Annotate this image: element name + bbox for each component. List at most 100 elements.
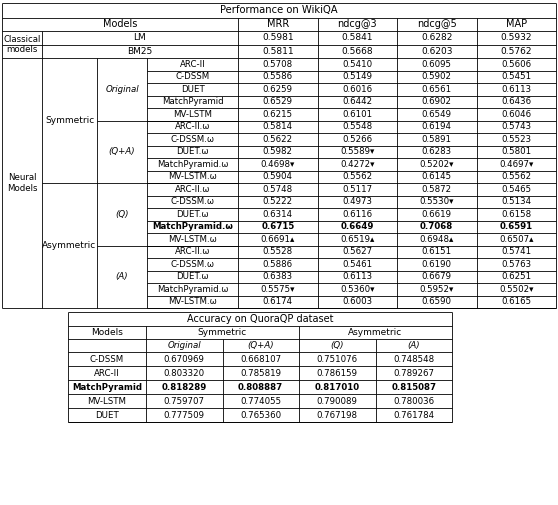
Text: Neural
Models: Neural Models (7, 173, 37, 193)
Text: 0.6691▴: 0.6691▴ (261, 235, 295, 244)
Text: LM: LM (133, 33, 146, 42)
Text: 0.7068: 0.7068 (420, 222, 453, 231)
Text: 0.6902: 0.6902 (422, 97, 452, 106)
Text: 0.6003: 0.6003 (342, 297, 372, 306)
Text: 0.6561: 0.6561 (422, 85, 452, 94)
Text: 0.5117: 0.5117 (342, 185, 372, 194)
Text: ARC-II: ARC-II (180, 60, 205, 69)
Text: 0.780036: 0.780036 (393, 396, 434, 406)
Text: 0.6203: 0.6203 (421, 47, 453, 56)
Text: 0.6436: 0.6436 (501, 97, 531, 106)
Text: 0.5562: 0.5562 (501, 172, 531, 181)
Text: 0.6679: 0.6679 (422, 272, 452, 281)
Text: 0.790089: 0.790089 (317, 396, 358, 406)
Text: MV-LSTM.ω: MV-LSTM.ω (168, 172, 217, 181)
Text: 0.761784: 0.761784 (393, 411, 434, 420)
Text: ARC-II.ω: ARC-II.ω (175, 122, 210, 131)
Text: 0.6507▴: 0.6507▴ (499, 235, 533, 244)
Text: (A): (A) (116, 272, 128, 281)
Text: 0.5811: 0.5811 (262, 47, 294, 56)
Text: 0.5801: 0.5801 (501, 147, 531, 156)
Text: 0.5548: 0.5548 (342, 122, 372, 131)
Text: 0.6591: 0.6591 (499, 222, 533, 231)
Text: 0.4973: 0.4973 (342, 197, 372, 206)
Text: 0.6283: 0.6283 (422, 147, 452, 156)
Text: 0.5932: 0.5932 (501, 33, 532, 42)
Text: MRR: MRR (267, 19, 289, 29)
Text: 0.6116: 0.6116 (342, 210, 372, 219)
Text: DUET.ω: DUET.ω (176, 147, 209, 156)
Text: 0.6715: 0.6715 (261, 222, 295, 231)
Text: 0.808887: 0.808887 (238, 382, 283, 391)
Text: 0.774055: 0.774055 (240, 396, 281, 406)
Text: ndcg@5: ndcg@5 (417, 19, 456, 29)
Text: 0.5748: 0.5748 (263, 185, 293, 194)
Text: Symmetric: Symmetric (198, 328, 247, 337)
Text: ARC-II.ω: ARC-II.ω (175, 185, 210, 194)
Text: 0.5202▾: 0.5202▾ (420, 160, 454, 169)
Text: 0.5530▾: 0.5530▾ (420, 197, 454, 206)
Text: 0.785819: 0.785819 (240, 369, 281, 378)
Text: 0.767198: 0.767198 (317, 411, 358, 420)
Text: 0.6590: 0.6590 (422, 297, 452, 306)
Text: MV-LSTM: MV-LSTM (173, 110, 212, 119)
Text: 0.5502▾: 0.5502▾ (499, 285, 533, 294)
Text: 0.5981: 0.5981 (262, 33, 294, 42)
Text: 0.5222: 0.5222 (263, 197, 293, 206)
Text: 0.6158: 0.6158 (501, 210, 531, 219)
Text: Symmetric: Symmetric (45, 116, 94, 125)
Text: ARC-II.ω: ARC-II.ω (175, 247, 210, 256)
Text: MatchPyramid: MatchPyramid (162, 97, 223, 106)
Text: 0.4697▾: 0.4697▾ (499, 160, 533, 169)
Text: ndcg@3: ndcg@3 (338, 19, 377, 29)
Text: 0.6251: 0.6251 (501, 272, 531, 281)
Text: BM25: BM25 (127, 47, 153, 56)
Text: 0.6095: 0.6095 (422, 60, 452, 69)
Text: 0.786159: 0.786159 (317, 369, 358, 378)
Text: ARC-II: ARC-II (94, 369, 120, 378)
Text: 0.6619: 0.6619 (422, 210, 452, 219)
Text: MAP: MAP (506, 19, 527, 29)
Text: 0.6314: 0.6314 (263, 210, 293, 219)
Text: 0.6174: 0.6174 (263, 297, 293, 306)
Text: 0.751076: 0.751076 (317, 355, 358, 364)
Text: 0.5952▾: 0.5952▾ (420, 285, 454, 294)
Text: C-DSSM.ω: C-DSSM.ω (171, 260, 214, 269)
Text: 0.6016: 0.6016 (342, 85, 372, 94)
Text: 0.6282: 0.6282 (421, 33, 453, 42)
Text: 0.6151: 0.6151 (422, 247, 452, 256)
Text: 0.5841: 0.5841 (341, 33, 373, 42)
Text: 0.5668: 0.5668 (341, 47, 373, 56)
Text: 0.6145: 0.6145 (422, 172, 452, 181)
Text: 0.6190: 0.6190 (422, 260, 452, 269)
Text: Models: Models (103, 19, 137, 29)
Text: 0.5606: 0.5606 (501, 60, 531, 69)
Text: 0.5575▾: 0.5575▾ (261, 285, 295, 294)
Text: 0.5708: 0.5708 (263, 60, 293, 69)
Text: 0.6442: 0.6442 (342, 97, 372, 106)
Text: 0.6549: 0.6549 (422, 110, 452, 119)
Text: Original: Original (167, 341, 201, 350)
Text: (Q): (Q) (330, 341, 344, 350)
Text: 0.5149: 0.5149 (342, 72, 372, 81)
Text: 0.6529: 0.6529 (263, 97, 293, 106)
Text: (Q+A): (Q+A) (109, 147, 135, 156)
Text: MV-LSTM.ω: MV-LSTM.ω (168, 297, 217, 306)
Text: Asymmetric: Asymmetric (42, 241, 97, 250)
Text: MatchPyramid: MatchPyramid (72, 382, 142, 391)
Text: DUET: DUET (181, 85, 204, 94)
Text: 0.6215: 0.6215 (263, 110, 293, 119)
Text: 0.5465: 0.5465 (501, 185, 531, 194)
Text: DUET.ω: DUET.ω (176, 210, 209, 219)
Text: 0.815087: 0.815087 (391, 382, 436, 391)
Text: 0.668107: 0.668107 (240, 355, 281, 364)
Text: 0.5622: 0.5622 (263, 135, 293, 144)
Text: 0.5762: 0.5762 (501, 47, 532, 56)
Text: 0.777509: 0.777509 (163, 411, 205, 420)
Text: 0.4698▾: 0.4698▾ (261, 160, 295, 169)
Text: 0.5523: 0.5523 (501, 135, 531, 144)
Text: 0.5266: 0.5266 (342, 135, 372, 144)
Text: (A): (A) (407, 341, 420, 350)
Text: (Q): (Q) (116, 210, 129, 219)
Text: (Q+A): (Q+A) (247, 341, 274, 350)
